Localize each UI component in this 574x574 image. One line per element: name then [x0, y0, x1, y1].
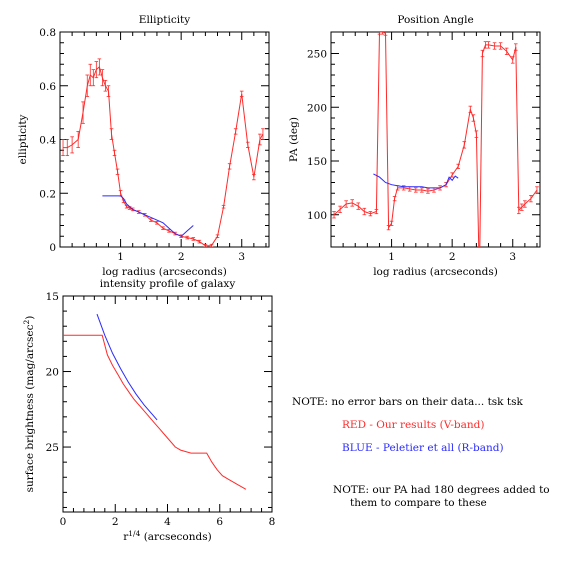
x-tick-label: 2 [112, 516, 119, 528]
series-line [102, 195, 194, 237]
series-line [373, 173, 459, 189]
series-red [61, 58, 265, 247]
x-tick-label: 2 [449, 251, 456, 263]
x-tick-label: 3 [509, 251, 516, 263]
plot-frame [62, 295, 273, 513]
note-pa-offset-line1: NOTE: our PA had 180 degrees added to [333, 484, 550, 496]
series-line [96, 313, 158, 421]
y-axis-label: surface brightness (mag/arcsec2) [22, 316, 37, 493]
note-pa-offset-line2: them to compare to these [350, 497, 487, 509]
y-tick-label: 0 [49, 242, 56, 254]
series-blue [373, 173, 459, 189]
plot-frame [330, 31, 541, 248]
legend-red-entry: RED - Our results (V-band) [342, 419, 485, 431]
x-axis-label: r1/4 (arcseconds) [123, 529, 211, 544]
x-tick-label: 8 [269, 516, 276, 528]
y-axis-label: ellipticity [17, 114, 29, 164]
series-red [332, 32, 539, 247]
x-axis-label: log radius (arcseconds) [373, 266, 498, 278]
y-tick-label: 25 [46, 442, 59, 454]
chart-title: Ellipticity [139, 14, 190, 26]
series-red [63, 334, 247, 490]
intensity-profile-panel: 0 2 4 6 8 15 20 25 intensity profile of galaxy r1… [22, 278, 276, 543]
ellipticity-panel: 1 2 3 0 0.2 0.4 0.6 0.8 Ellipticity log radius (a… [17, 14, 270, 278]
position-angle-panel: 1 2 3 100 150 200 250 Position Angle log radius … [288, 14, 541, 278]
series-blue [96, 313, 158, 421]
y-tick-label: 0.4 [39, 135, 56, 147]
chart-title: intensity profile of galaxy [100, 278, 236, 290]
y-tick-label: 200 [307, 102, 327, 114]
x-tick-label: 0 [60, 516, 67, 528]
y-axis-label: PA (deg) [288, 117, 300, 162]
y-tick-label: 20 [46, 367, 59, 379]
x-tick-label: 4 [164, 516, 171, 528]
x-tick-label: 1 [388, 251, 395, 263]
y-tick-label: 15 [46, 291, 59, 303]
x-tick-label: 3 [238, 251, 245, 263]
x-axis-label: log radius (arcseconds) [102, 266, 227, 278]
x-tick-label: 6 [216, 516, 223, 528]
series-line [333, 32, 538, 247]
note-no-error-bars: NOTE: no error bars on their data... tsk… [292, 396, 523, 408]
series-line [63, 334, 247, 490]
y-tick-label: 0.2 [39, 188, 56, 200]
y-tick-label: 150 [307, 156, 327, 168]
series-blue [102, 195, 194, 237]
x-tick-label: 1 [117, 251, 124, 263]
legend-blue-entry: BLUE - Peletier et all (R-band) [342, 442, 504, 454]
y-tick-label: 0.6 [39, 81, 56, 93]
y-tick-label: 100 [307, 210, 327, 222]
y-tick-label: 250 [307, 49, 327, 61]
x-tick-label: 2 [178, 251, 185, 263]
chart-title: Position Angle [397, 14, 473, 26]
y-tick-label: 0.8 [39, 27, 56, 39]
series-line [63, 66, 264, 247]
